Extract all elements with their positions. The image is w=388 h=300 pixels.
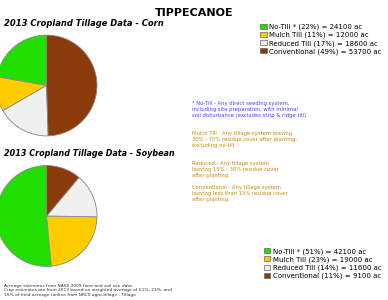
- Text: Reduced - Any tillage system
leaving 15% - 30% residue cover
after planting: Reduced - Any tillage system leaving 15%…: [192, 160, 279, 178]
- Text: Mulch Till - Any tillage system leaving
30% - 75% residue cover after planting,
: Mulch Till - Any tillage system leaving …: [192, 130, 297, 148]
- Wedge shape: [47, 166, 79, 216]
- Text: Conventional - Any tillage system
leaving less than 15% residue cover
after plan: Conventional - Any tillage system leavin…: [192, 184, 288, 202]
- Wedge shape: [0, 77, 47, 111]
- Text: TIPPECANOE: TIPPECANOE: [155, 8, 233, 17]
- Wedge shape: [3, 85, 48, 136]
- Wedge shape: [0, 35, 47, 86]
- Wedge shape: [47, 216, 97, 266]
- Text: 2013 Cropland Tillage Data - Soybean: 2013 Cropland Tillage Data - Soybean: [4, 148, 175, 158]
- Wedge shape: [0, 166, 51, 266]
- Text: Acreage estimates from NASS 2009 farm and soil use data.
Crop estimates are from: Acreage estimates from NASS 2009 farm an…: [4, 284, 172, 297]
- Text: * No-Till - Any direct seeding system,
including site preparation, with minimal
: * No-Till - Any direct seeding system, i…: [192, 100, 306, 118]
- Legend: No-Till * (22%) = 24100 ac, Mulch Till (11%) = 12000 ac, Reduced Till (17%) = 18: No-Till * (22%) = 24100 ac, Mulch Till (…: [260, 23, 383, 56]
- Wedge shape: [47, 35, 97, 136]
- Wedge shape: [47, 177, 97, 217]
- Text: 2013 Cropland Tillage Data - Corn: 2013 Cropland Tillage Data - Corn: [4, 20, 164, 28]
- Legend: No-Till * (51%) = 42100 ac, Mulch Till (23%) = 19000 ac, Reduced Till (14%) = 11: No-Till * (51%) = 42100 ac, Mulch Till (…: [263, 248, 383, 280]
